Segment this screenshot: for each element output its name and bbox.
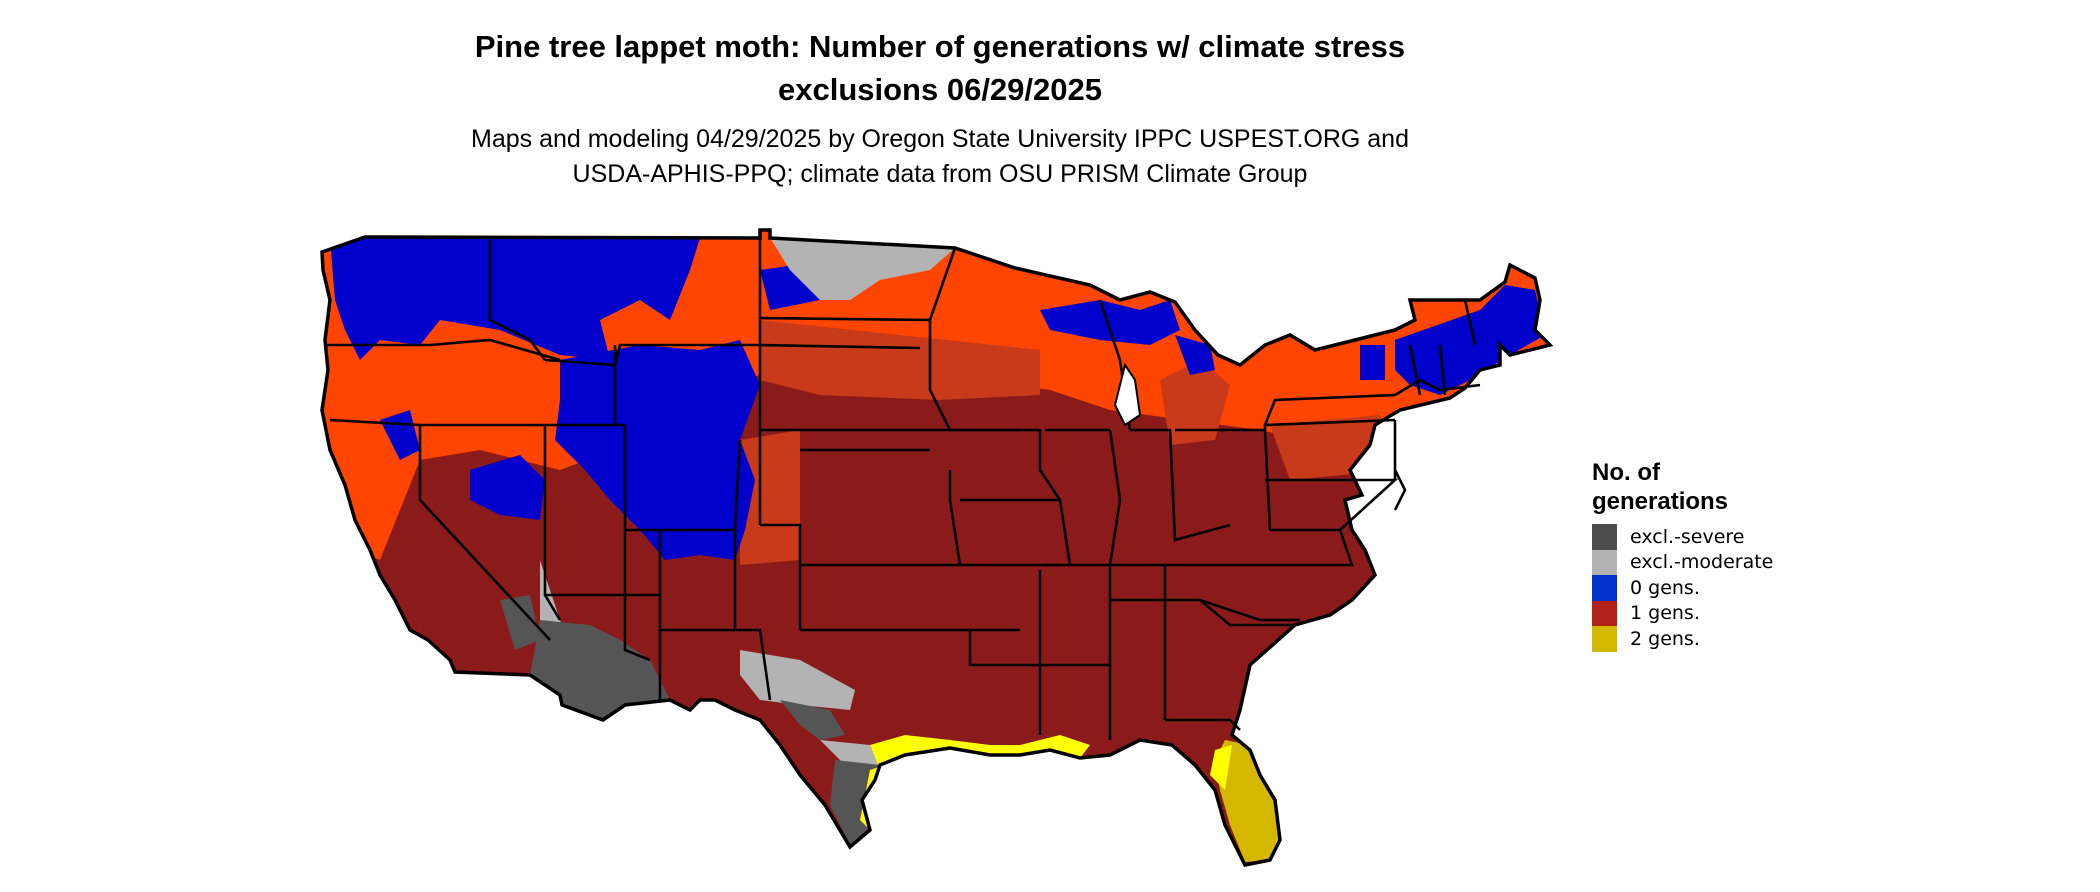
two-gen-florida-west-region	[1210, 745, 1232, 790]
zero-gen-rockies-region	[555, 340, 760, 560]
michigan-mid-region	[1160, 360, 1230, 445]
zero-gen-adirondack-region	[1360, 345, 1385, 380]
legend-swatch-excl-severe	[1592, 524, 1617, 550]
legend-label-excl-severe: excl.-severe	[1630, 525, 1745, 548]
severe-exclusion-arizona-region	[530, 620, 670, 720]
zero-gen-new-england-region	[1395, 285, 1545, 395]
legend-label-1-gens: 1 gens.	[1630, 602, 1700, 625]
zero-gen-great-basin-region	[470, 455, 545, 520]
colorado-front-region	[740, 430, 800, 565]
severe-exclusion-south-texas-region	[830, 760, 880, 845]
severe-exclusion-california-desert-region	[500, 595, 540, 650]
legend-title-line2: generations	[1592, 488, 1729, 515]
legend-title-line1: No. of	[1592, 459, 1660, 486]
legend-swatch-excl-moderate	[1592, 549, 1617, 575]
one-gen-mid-region	[760, 320, 1040, 400]
state-borders	[325, 238, 1481, 740]
zero-gen-northwest-region	[330, 238, 700, 360]
map-subtitle: Maps and modeling 04/29/2025 by Oregon S…	[330, 122, 1550, 192]
severe-exclusion-big-bend-region	[780, 700, 845, 740]
map-subtitle-line2: USDA-APHIS-PPQ; climate data from OSU PR…	[572, 160, 1308, 188]
map-title-line1: Pine tree lappet moth: Number of generat…	[474, 29, 1406, 64]
zero-gen-upper-michigan-region	[1040, 300, 1180, 345]
legend-item-excl-severe: excl.-severe	[1592, 524, 1773, 550]
legend-label-0-gens: 0 gens.	[1630, 576, 1700, 599]
legend-swatch-0-gens	[1592, 575, 1617, 601]
map-subtitle-line1: Maps and modeling 04/29/2025 by Oregon S…	[471, 125, 1409, 153]
moderate-exclusion-north-region	[770, 238, 955, 300]
legend-swatch-2-gens	[1592, 626, 1617, 652]
two-gen-florida-region	[1215, 740, 1280, 862]
zero-gen-michigan-tip-region	[1175, 335, 1215, 375]
legend-item-excl-moderate: excl.-moderate	[1592, 549, 1774, 575]
legend-label-2-gens: 2 gens.	[1630, 627, 1700, 650]
legend: No. of generations excl.-severe excl.-mo…	[1592, 458, 1773, 652]
legend-label-excl-moderate: excl.-moderate	[1630, 551, 1774, 574]
lake-michigan	[1113, 362, 1142, 427]
legend-item-0-gens: 0 gens.	[1592, 575, 1773, 601]
map-title-line2: exclusions 06/29/2025	[777, 72, 1102, 107]
legend-swatch-1-gens	[1592, 600, 1617, 626]
legend-title: No. of generations	[1592, 458, 1773, 516]
map-title: Pine tree lappet moth: Number of generat…	[330, 25, 1550, 111]
legend-item-2-gens: 2 gens.	[1592, 626, 1773, 652]
legend-item-1-gens: 1 gens.	[1592, 600, 1773, 626]
